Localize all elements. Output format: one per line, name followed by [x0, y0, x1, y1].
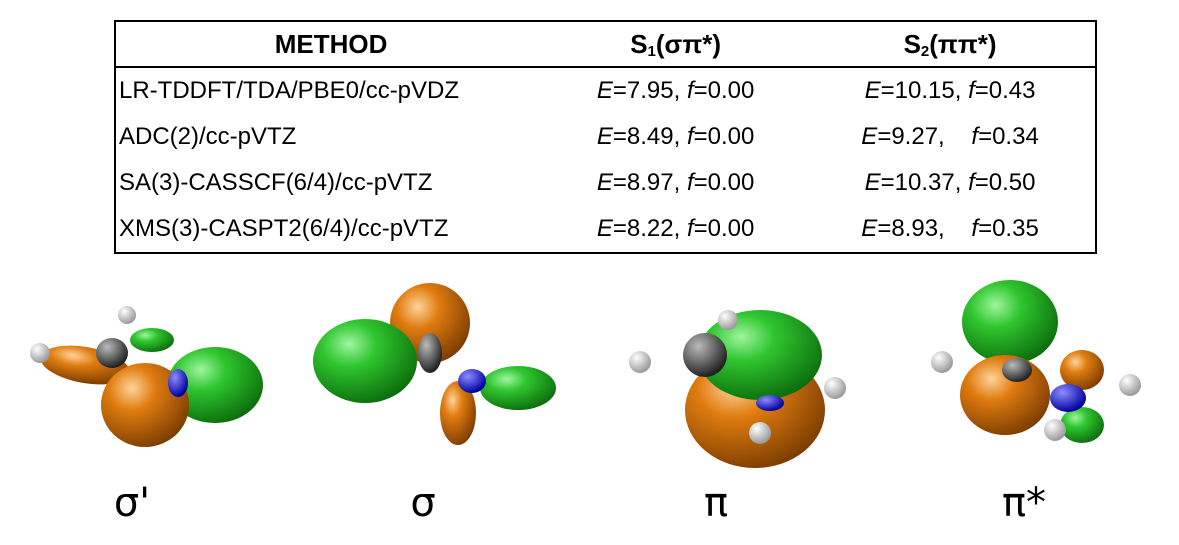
orange-lobe — [440, 381, 476, 445]
green-lobe — [698, 310, 822, 400]
green-lobe — [130, 328, 174, 352]
green-lobe — [962, 280, 1058, 364]
green-lobe — [1060, 407, 1104, 443]
s2-column-header: S2(ππ*) — [805, 21, 1096, 68]
s1-column-header: S1(σπ*) — [546, 21, 806, 68]
sigma-prime-orbital-image — [30, 306, 263, 447]
hydrogen-atom — [629, 351, 651, 373]
green-lobe — [313, 319, 417, 403]
orbital-label-sigma-prime: σ' — [113, 480, 151, 526]
s2-value-cell: E=9.27, f=0.34 — [861, 123, 1039, 150]
orange-lobe — [101, 363, 189, 447]
green-lobe — [480, 366, 556, 410]
carbon-atom — [96, 338, 128, 368]
nitrogen-atom — [756, 395, 784, 411]
orbital-label-sigma: σ — [410, 480, 436, 526]
method-cell: XMS(3)-CASPT2(6/4)/cc-pVTZ — [119, 215, 449, 242]
carbon-atom — [1002, 358, 1032, 382]
hydrogen-atom — [1119, 374, 1141, 396]
nitrogen-atom — [1050, 384, 1086, 412]
carbon-atom — [683, 333, 727, 377]
hydrogen-atom — [931, 351, 953, 373]
s1-value-cell: E=7.95, f=0.00 — [596, 77, 755, 104]
method-column-header: METHOD — [115, 21, 547, 68]
hydrogen-atom — [30, 343, 50, 363]
methods-table: METHOD S1(σπ*) S2(ππ*) LR-TDDFT/TDA/PBE0… — [114, 20, 1097, 254]
nitrogen-atom — [458, 369, 486, 393]
s2-value-cell: E=10.37, f=0.50 — [864, 169, 1036, 196]
green-lobe — [167, 347, 263, 423]
table-row: ADC(2)/cc-pVTZ E=8.49, f=0.00 E=9.27, f=… — [115, 114, 1096, 160]
method-cell: SA(3)-CASSCF(6/4)/cc-pVTZ — [119, 169, 433, 196]
sigma-orbital-image — [313, 283, 556, 445]
s1-value-cell: E=8.22, f=0.00 — [596, 215, 755, 242]
s1-value-cell: E=8.97, f=0.00 — [596, 169, 755, 196]
hydrogen-atom — [1044, 419, 1066, 441]
orbital-label-pi: π — [703, 480, 729, 526]
pi-star-orbital-image — [931, 280, 1141, 443]
method-cell: ADC(2)/cc-pVTZ — [119, 123, 297, 150]
orbital-label-pi-star: π* — [1001, 480, 1047, 526]
pi-orbital-image — [629, 310, 846, 468]
orange-lobe — [1060, 350, 1104, 390]
s1-value-cell: E=8.49, f=0.00 — [596, 123, 755, 150]
hydrogen-atom — [824, 377, 846, 399]
table-row: SA(3)-CASSCF(6/4)/cc-pVTZ E=8.97, f=0.00… — [115, 160, 1096, 206]
hydrogen-atom — [749, 422, 771, 444]
nitrogen-atom — [168, 369, 188, 397]
method-cell: LR-TDDFT/TDA/PBE0/cc-pVDZ — [119, 77, 460, 104]
table-row: LR-TDDFT/TDA/PBE0/cc-pVDZ E=7.95, f=0.00… — [115, 67, 1096, 114]
table-header-row: METHOD S1(σπ*) S2(ππ*) — [115, 21, 1096, 68]
s2-value-cell: E=10.15, f=0.43 — [864, 77, 1036, 104]
hydrogen-atom — [718, 310, 738, 330]
s2-value-cell: E=8.93, f=0.35 — [861, 215, 1039, 242]
carbon-atom — [418, 333, 442, 373]
hydrogen-atom — [118, 306, 136, 324]
table-row: XMS(3)-CASPT2(6/4)/cc-pVTZ E=8.22, f=0.0… — [115, 206, 1096, 253]
